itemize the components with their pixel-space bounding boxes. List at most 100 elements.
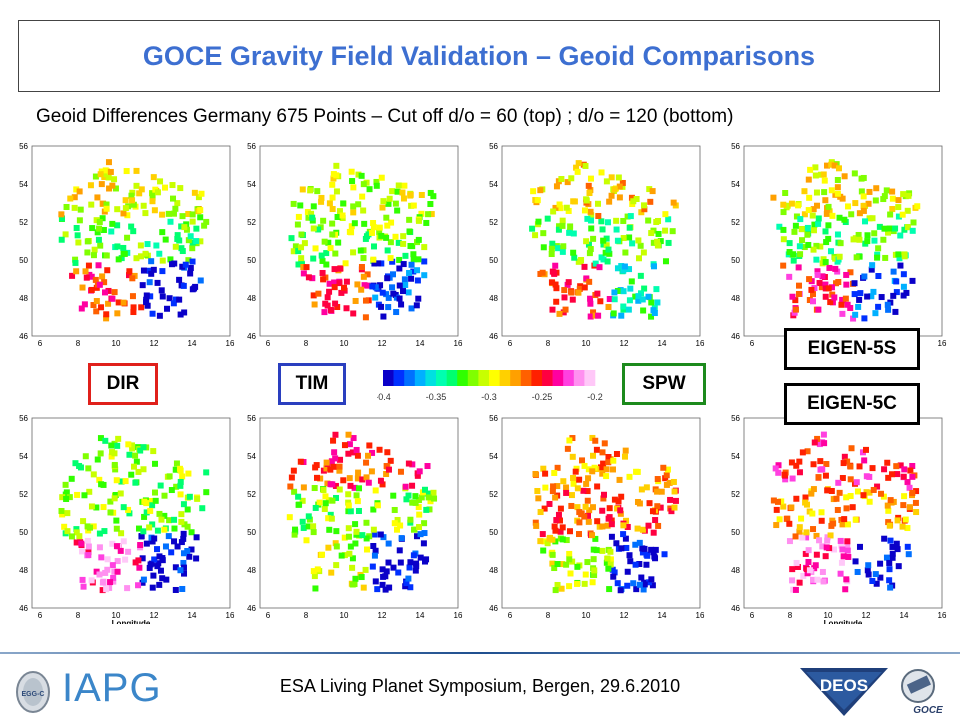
map-y-tick-label: 54 bbox=[489, 180, 498, 189]
map-point bbox=[161, 512, 168, 519]
map-point bbox=[148, 270, 155, 277]
map-point bbox=[843, 576, 850, 583]
map-point bbox=[310, 523, 317, 530]
map-point bbox=[184, 523, 191, 530]
map-point bbox=[297, 202, 304, 209]
map-point bbox=[377, 531, 384, 538]
map-point bbox=[905, 192, 912, 199]
map-point bbox=[114, 442, 121, 449]
map-point bbox=[828, 284, 835, 291]
map-point bbox=[378, 260, 385, 267]
map-y-tick-label: 52 bbox=[489, 218, 498, 227]
map-point bbox=[58, 211, 65, 218]
map-point bbox=[338, 552, 345, 559]
map-point bbox=[105, 300, 112, 307]
map-point bbox=[96, 281, 103, 288]
map-point bbox=[553, 183, 560, 190]
map-point bbox=[347, 508, 354, 515]
map-point bbox=[892, 225, 899, 232]
map-point bbox=[62, 231, 69, 238]
colorbar-swatch bbox=[383, 370, 394, 386]
map-point bbox=[138, 304, 145, 311]
map-x-tick-label: 14 bbox=[900, 611, 909, 620]
map-point bbox=[99, 273, 106, 280]
map-point bbox=[886, 577, 893, 584]
map-point bbox=[370, 506, 377, 513]
map-point bbox=[395, 569, 402, 576]
map-point bbox=[851, 280, 858, 287]
map-point bbox=[606, 586, 613, 593]
map-point bbox=[576, 476, 583, 483]
map-point bbox=[330, 437, 337, 444]
map-point bbox=[810, 576, 817, 583]
map-point bbox=[412, 493, 419, 500]
map-point bbox=[902, 516, 909, 523]
map-point bbox=[836, 253, 843, 260]
map-x-tick-label: 12 bbox=[378, 611, 387, 620]
map-point bbox=[88, 503, 95, 510]
map-point bbox=[549, 560, 556, 567]
map-point bbox=[150, 448, 157, 455]
map-point bbox=[546, 535, 553, 542]
map-point bbox=[809, 510, 816, 517]
map-point bbox=[847, 463, 854, 470]
map-point bbox=[881, 466, 888, 473]
map-point bbox=[359, 476, 366, 483]
map-point bbox=[424, 490, 431, 497]
map-point bbox=[96, 218, 103, 225]
map-point bbox=[132, 479, 139, 486]
map-point bbox=[295, 213, 302, 220]
map-point bbox=[576, 531, 583, 538]
map-point bbox=[818, 284, 825, 291]
map-point bbox=[632, 293, 639, 300]
map-point bbox=[540, 465, 547, 472]
map-point bbox=[557, 517, 564, 524]
map-point bbox=[906, 484, 913, 491]
map-point bbox=[823, 544, 830, 551]
map-point bbox=[563, 204, 570, 211]
map-point bbox=[400, 195, 407, 202]
map-point bbox=[76, 462, 83, 469]
map-point bbox=[575, 160, 582, 167]
map-point bbox=[427, 201, 434, 208]
map-x-tick-label: 10 bbox=[582, 611, 591, 620]
map-x-tick-label: 10 bbox=[824, 611, 833, 620]
map-point bbox=[819, 543, 826, 550]
map-point bbox=[618, 263, 625, 270]
map-point bbox=[107, 498, 114, 505]
map-point bbox=[108, 453, 115, 460]
map-point bbox=[350, 184, 357, 191]
map-point bbox=[120, 299, 127, 306]
map-point bbox=[844, 547, 851, 554]
map-point bbox=[819, 466, 826, 473]
map-point bbox=[864, 567, 871, 574]
map-point bbox=[563, 484, 570, 491]
map-point bbox=[386, 195, 393, 202]
map-point bbox=[567, 570, 574, 577]
map-point bbox=[824, 162, 831, 169]
map-point bbox=[628, 194, 635, 201]
map-point bbox=[137, 447, 144, 454]
map-point bbox=[312, 245, 319, 252]
map-point bbox=[842, 586, 849, 593]
map-point bbox=[149, 584, 156, 591]
map-point bbox=[828, 522, 835, 529]
map-point bbox=[864, 293, 871, 300]
map-point bbox=[832, 255, 839, 262]
map-point bbox=[354, 281, 361, 288]
map-point bbox=[389, 271, 396, 278]
map-point bbox=[418, 210, 425, 217]
map-point bbox=[189, 218, 196, 225]
map-point bbox=[551, 523, 558, 530]
map-point bbox=[320, 487, 327, 494]
map-point bbox=[107, 168, 114, 175]
map-point bbox=[317, 475, 324, 482]
map-point bbox=[885, 306, 892, 313]
map-point bbox=[143, 509, 150, 516]
map-point bbox=[904, 224, 911, 231]
map-point bbox=[900, 271, 907, 278]
map-point bbox=[835, 165, 842, 172]
map-point bbox=[544, 215, 551, 222]
